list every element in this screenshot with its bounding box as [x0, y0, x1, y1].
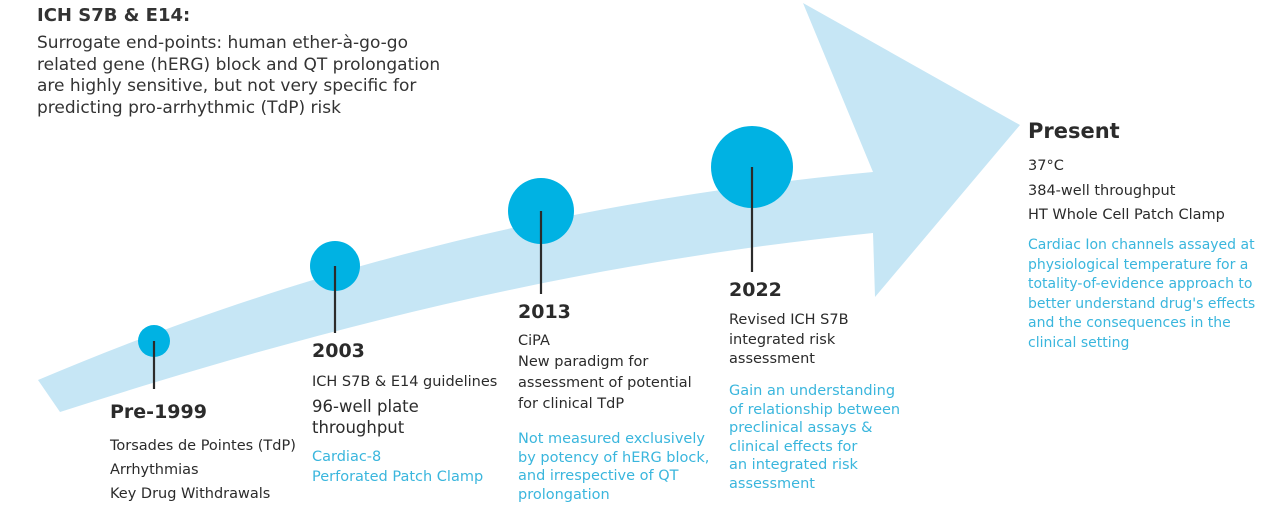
detail-line: assessment of potential	[518, 375, 692, 391]
detail-line: 37°C	[1028, 158, 1064, 174]
detail-line: Revised ICH S7B	[729, 312, 849, 328]
milestone-year-2013: 2013	[518, 301, 571, 323]
milestone-highlight-2003: Cardiac-8 Perforated Patch Clamp	[312, 447, 483, 487]
milestone-year-2003: 2003	[312, 340, 365, 362]
milestone-highlight-2013: Not measured exclusively by potency of h…	[518, 430, 709, 504]
highlight-line: Cardiac-8	[312, 449, 382, 465]
highlight-line: of relationship between	[729, 401, 901, 418]
highlight-line: and irrespective of QT	[518, 468, 679, 484]
intro-line: are highly sensitive, but not very speci…	[37, 76, 417, 96]
highlight-line: Perforated Patch Clamp	[312, 469, 484, 485]
detail-line: 96-well plate	[312, 397, 419, 416]
intro-description: Surrogate end-points: human ether-à-go-g…	[37, 33, 440, 119]
detail-line: integrated risk	[729, 331, 836, 348]
highlight-line: Not measured exclusively	[518, 431, 705, 447]
milestone-highlight-2022: Gain an understanding of relationship be…	[729, 382, 900, 493]
highlight-line: Gain an understanding	[729, 383, 896, 399]
highlight-line: assessment	[729, 475, 815, 492]
highlight-line: better understand drug's effects	[1028, 295, 1256, 312]
highlight-line: physiological temperature for a	[1028, 256, 1249, 273]
detail-line: Key Drug Withdrawals	[110, 486, 271, 502]
intro-line: Surrogate end-points: human ether-à-go-g…	[37, 33, 408, 53]
highlight-line: preclinical assays &	[729, 420, 873, 436]
detail-line: HT Whole Cell Patch Clamp	[1028, 207, 1225, 223]
detail-line: Torsades de Pointes (TdP)	[110, 438, 296, 454]
highlight-line: and the consequences in the	[1028, 315, 1231, 331]
milestone-details-pre-1999: Torsades de Pointes (TdP) Arrhythmias Ke…	[110, 434, 296, 506]
highlight-line: clinical effects for	[729, 438, 858, 455]
milestone-details-2003: ICH S7B & E14 guidelines	[312, 372, 497, 393]
milestone-highlight-present: Cardiac Ion channels assayed at physiolo…	[1028, 236, 1255, 353]
timeline-arrow	[38, 3, 1020, 412]
highlight-line: an integrated risk	[729, 457, 858, 473]
detail-line: CiPA	[518, 333, 550, 349]
milestone-details-2022: Revised ICH S7B integrated risk assessme…	[729, 311, 849, 370]
highlight-line: by potency of hERG block,	[518, 449, 710, 466]
detail-line: throughput	[312, 418, 405, 437]
detail-line: New paradigm for	[518, 354, 649, 370]
milestone-details-2013: CiPA New paradigm for assessment of pote…	[518, 331, 692, 415]
highlight-line: clinical setting	[1028, 334, 1130, 351]
milestone-year-2022: 2022	[729, 279, 782, 301]
detail-line: for clinical TdP	[518, 396, 625, 412]
milestone-year-present: Present	[1028, 119, 1120, 143]
detail-line: 384-well throughput	[1028, 182, 1176, 199]
highlight-line: prolongation	[518, 486, 610, 503]
milestone-details-large-2003: 96-well plate throughput	[312, 396, 419, 438]
intro-line: predicting pro-arrhythmic (TdP) risk	[37, 97, 341, 118]
detail-line: ICH S7B & E14 guidelines	[312, 374, 498, 390]
milestone-details-present: 37°C 384-well throughput HT Whole Cell P…	[1028, 154, 1225, 228]
highlight-line: totality-of-evidence approach to	[1028, 276, 1253, 292]
detail-line: assessment	[729, 351, 815, 367]
intro-line: related gene (hERG) block and QT prolong…	[37, 54, 441, 75]
highlight-line: Cardiac Ion channels assayed at	[1028, 237, 1255, 253]
detail-line: Arrhythmias	[110, 462, 199, 478]
milestone-year-pre-1999: Pre-1999	[110, 401, 207, 423]
intro-title: ICH S7B & E14:	[37, 5, 191, 26]
